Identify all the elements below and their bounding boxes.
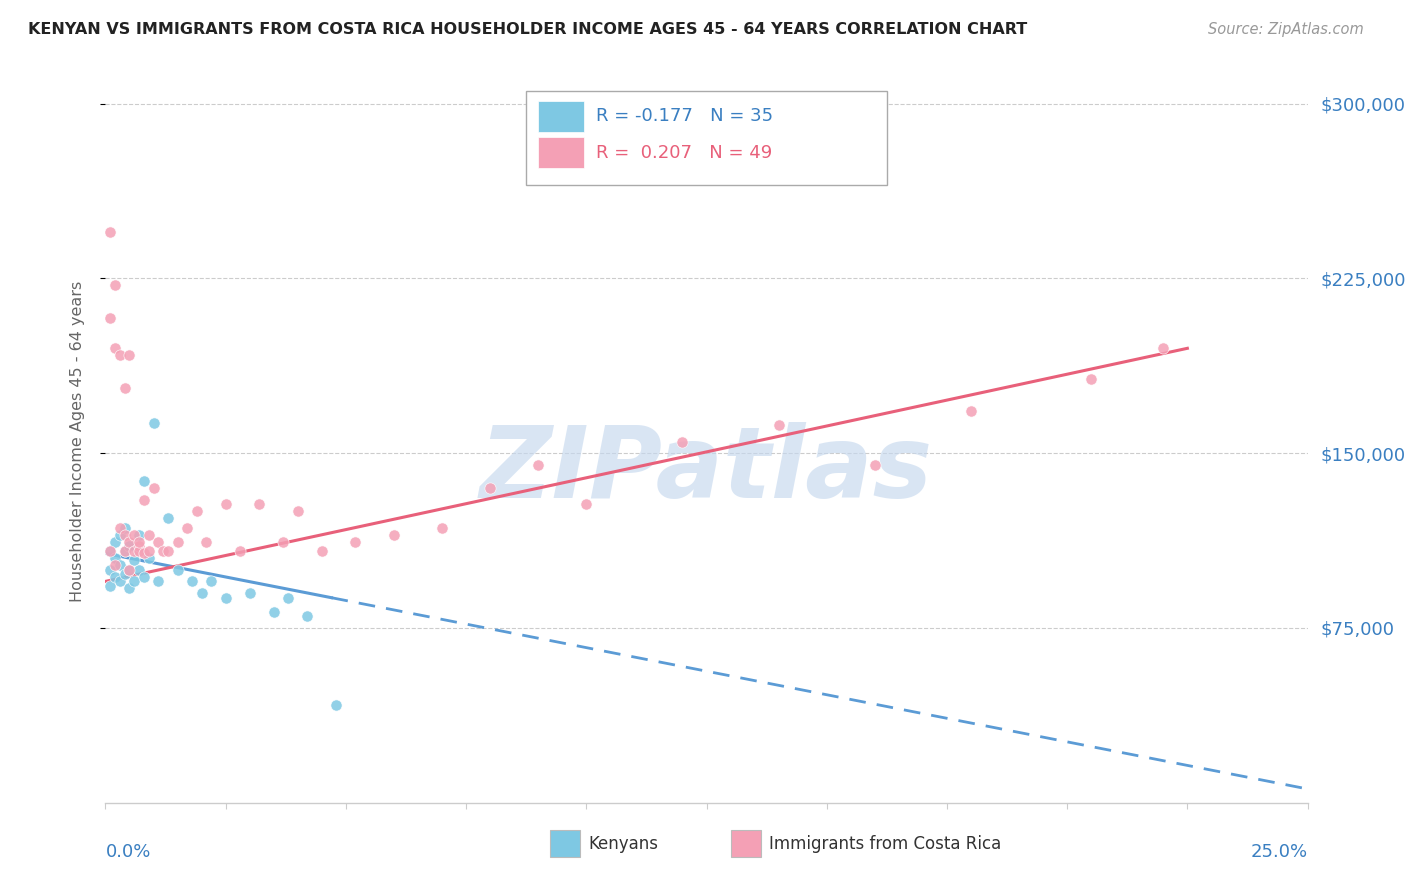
Point — [98, 579, 121, 593]
Point — [132, 492, 155, 507]
Point — [132, 546, 155, 560]
Point — [527, 458, 550, 472]
Point — [181, 574, 204, 589]
Point — [124, 553, 146, 567]
Text: 25.0%: 25.0% — [1250, 843, 1308, 861]
Point — [430, 521, 453, 535]
Point — [148, 574, 170, 589]
Point — [195, 534, 218, 549]
Point — [138, 528, 160, 542]
Text: Source: ZipAtlas.com: Source: ZipAtlas.com — [1208, 22, 1364, 37]
Point — [118, 540, 141, 554]
Point — [128, 544, 150, 558]
Point — [132, 570, 155, 584]
Point — [124, 528, 146, 542]
Point — [114, 381, 136, 395]
Point — [186, 504, 208, 518]
Point — [138, 544, 160, 558]
Text: ZIPatlas: ZIPatlas — [479, 422, 934, 519]
Point — [98, 544, 121, 558]
Point — [176, 521, 198, 535]
Point — [671, 434, 693, 449]
Point — [104, 534, 127, 549]
Point — [152, 544, 174, 558]
Point — [1152, 341, 1174, 355]
Point — [114, 544, 136, 558]
Point — [124, 574, 146, 589]
Point — [118, 348, 141, 362]
FancyBboxPatch shape — [550, 830, 581, 857]
Point — [104, 278, 127, 293]
Point — [156, 544, 179, 558]
Point — [108, 558, 131, 572]
Point — [575, 498, 598, 512]
FancyBboxPatch shape — [731, 830, 761, 857]
Point — [287, 504, 309, 518]
Point — [1080, 371, 1102, 385]
FancyBboxPatch shape — [538, 137, 583, 168]
Point — [118, 563, 141, 577]
Point — [277, 591, 299, 605]
Text: Immigrants from Costa Rica: Immigrants from Costa Rica — [769, 835, 1001, 853]
Point — [108, 521, 131, 535]
Point — [273, 534, 295, 549]
Point — [124, 544, 146, 558]
FancyBboxPatch shape — [538, 101, 583, 132]
Point — [114, 567, 136, 582]
Point — [247, 498, 270, 512]
Point — [382, 528, 405, 542]
Point — [98, 311, 121, 326]
Point — [114, 528, 136, 542]
Point — [118, 534, 141, 549]
Point — [128, 534, 150, 549]
Point — [263, 605, 285, 619]
Point — [104, 341, 127, 355]
FancyBboxPatch shape — [526, 91, 887, 185]
Text: KENYAN VS IMMIGRANTS FROM COSTA RICA HOUSEHOLDER INCOME AGES 45 - 64 YEARS CORRE: KENYAN VS IMMIGRANTS FROM COSTA RICA HOU… — [28, 22, 1028, 37]
Point — [311, 544, 333, 558]
Y-axis label: Householder Income Ages 45 - 64 years: Householder Income Ages 45 - 64 years — [70, 281, 84, 602]
Point — [114, 544, 136, 558]
Point — [479, 481, 502, 495]
Text: R =  0.207   N = 49: R = 0.207 N = 49 — [596, 144, 772, 161]
Point — [229, 544, 252, 558]
Point — [132, 474, 155, 488]
Point — [166, 534, 188, 549]
Point — [214, 591, 236, 605]
Point — [128, 563, 150, 577]
Point — [98, 563, 121, 577]
Point — [768, 418, 790, 433]
Point — [297, 609, 319, 624]
Point — [200, 574, 222, 589]
Point — [863, 458, 886, 472]
Point — [190, 586, 212, 600]
Point — [104, 551, 127, 566]
Point — [214, 498, 236, 512]
Point — [166, 563, 188, 577]
Point — [128, 528, 150, 542]
Point — [98, 544, 121, 558]
Point — [148, 534, 170, 549]
Text: Kenyans: Kenyans — [589, 835, 658, 853]
Point — [114, 521, 136, 535]
Point — [239, 586, 262, 600]
Point — [118, 582, 141, 596]
Point — [108, 348, 131, 362]
Point — [108, 574, 131, 589]
Point — [960, 404, 983, 418]
Point — [344, 534, 367, 549]
Point — [128, 540, 150, 554]
Point — [325, 698, 347, 712]
Point — [118, 563, 141, 577]
Point — [98, 225, 121, 239]
Point — [142, 481, 165, 495]
Point — [156, 511, 179, 525]
Point — [138, 551, 160, 566]
Point — [104, 570, 127, 584]
Text: 0.0%: 0.0% — [105, 843, 150, 861]
Point — [142, 416, 165, 430]
Point — [108, 528, 131, 542]
Text: R = -0.177   N = 35: R = -0.177 N = 35 — [596, 107, 773, 126]
Point — [104, 558, 127, 572]
